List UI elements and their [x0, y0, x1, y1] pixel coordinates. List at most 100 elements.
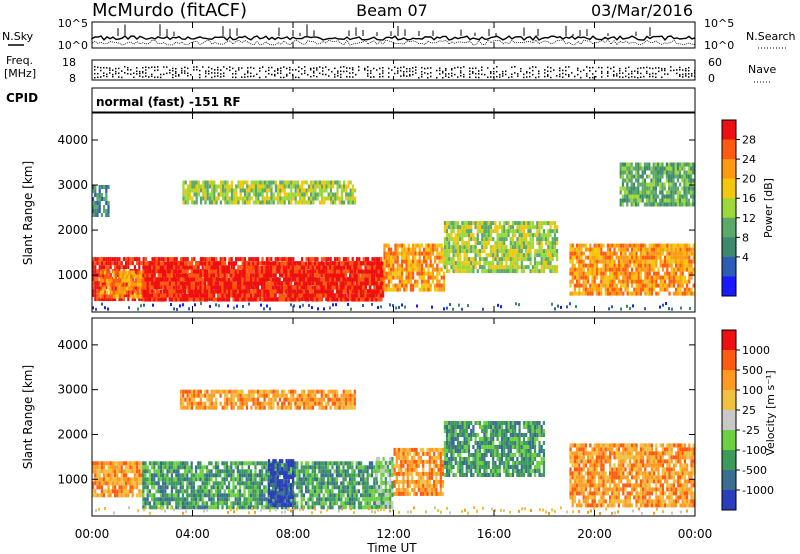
heatmap-cell	[643, 170, 646, 175]
heatmap-cell	[622, 255, 625, 260]
heatmap-cell	[630, 194, 633, 199]
heatmap-cell	[201, 297, 204, 302]
heatmap-cell	[235, 184, 238, 189]
heatmap-cell	[438, 267, 441, 272]
heatmap-cell	[302, 277, 305, 282]
heatmap-cell	[611, 267, 614, 272]
freq-dot	[502, 70, 504, 73]
heatmap-cell	[613, 283, 616, 288]
heatmap-cell	[283, 289, 286, 294]
heatmap-cell	[197, 285, 200, 290]
heatmap-cell	[675, 267, 678, 272]
heatmap-cell	[665, 174, 668, 179]
heatmap-cell	[182, 265, 185, 270]
freq-dot	[334, 76, 336, 78]
heatmap-cell	[203, 281, 206, 286]
heatmap-cell	[522, 221, 526, 226]
heatmap-cell	[606, 251, 609, 256]
heatmap-cell	[349, 261, 352, 266]
heatmap-cell	[139, 290, 142, 295]
heatmap-cell	[263, 261, 266, 266]
heatmap-cell	[542, 253, 545, 258]
heatmap-cell	[146, 265, 149, 270]
heatmap-cell	[650, 267, 653, 272]
heatmap-cell	[387, 271, 390, 276]
heatmap-cell	[247, 285, 250, 290]
heatmap-cell	[325, 196, 328, 201]
heatmap-cell	[272, 200, 275, 205]
heatmap-cell	[237, 257, 240, 262]
freq-dot	[664, 67, 666, 70]
heatmap-cell	[268, 277, 271, 282]
heatmap-cell	[620, 255, 623, 260]
heatmap-cell	[635, 166, 638, 171]
heatmap-cell	[138, 257, 141, 262]
heatmap-cell	[383, 275, 386, 280]
heatmap-cell	[291, 289, 294, 294]
heatmap-cell	[192, 273, 195, 278]
heatmap-cell	[538, 245, 541, 250]
heatmap-cell	[383, 279, 386, 284]
heatmap-cell	[611, 279, 614, 284]
heatmap-cell	[420, 263, 423, 268]
heatmap-cell	[296, 269, 299, 274]
heatmap-cell	[440, 283, 443, 288]
heatmap-cell	[261, 180, 264, 185]
heatmap-cell	[283, 293, 286, 298]
heatmap-cell	[92, 269, 95, 274]
heatmap-cell	[409, 283, 412, 288]
heatmap-cell	[642, 267, 645, 272]
heatmap-cell	[593, 259, 596, 264]
heatmap-cell	[222, 188, 225, 193]
heatmap-cell	[654, 202, 657, 207]
heatmap-cell	[534, 249, 537, 254]
heatmap-cell	[164, 257, 167, 262]
heatmap-cell	[217, 293, 220, 298]
freq-dot	[403, 73, 405, 75]
heatmap-cell	[648, 202, 651, 207]
freq-dot	[622, 72, 624, 74]
heatmap-cell	[313, 289, 316, 294]
freq-dot	[406, 67, 408, 70]
heatmap-cell	[158, 293, 161, 298]
heatmap-cell	[259, 261, 262, 266]
heatmap-cell	[206, 265, 209, 270]
heatmap-cell	[294, 184, 297, 189]
heatmap-cell	[186, 257, 189, 262]
freq-dot	[538, 76, 540, 78]
heatmap-cell	[617, 243, 620, 248]
heatmap-cell	[542, 229, 545, 234]
heatmap-cell	[256, 261, 259, 266]
heatmap-cell	[277, 188, 280, 193]
heatmap-cell	[633, 243, 636, 248]
heatmap-cell	[158, 281, 161, 286]
heatmap-cell	[362, 289, 365, 294]
heatmap-cell	[219, 281, 222, 286]
heatmap-cell	[456, 237, 460, 242]
heatmap-cell	[576, 267, 579, 272]
heatmap-cell	[507, 229, 510, 234]
heatmap-cell	[353, 277, 356, 282]
heatmap-cell	[665, 194, 668, 199]
heatmap-cell	[162, 273, 165, 278]
heatmap-cell	[668, 182, 671, 187]
heatmap-cell	[100, 185, 103, 189]
heatmap-cell	[664, 255, 667, 260]
freq-dot	[316, 75, 318, 78]
heatmap-cell	[382, 269, 385, 274]
heatmap-cell	[164, 293, 167, 298]
heatmap-cell	[551, 241, 554, 246]
heatmap-cell	[320, 273, 323, 278]
heatmap-cell	[626, 291, 629, 296]
heatmap-cell	[118, 257, 121, 262]
heatmap-cell	[346, 285, 349, 290]
heatmap-cell	[540, 221, 543, 226]
freq-dot	[607, 75, 609, 77]
heatmap-cell	[230, 257, 233, 262]
heatmap-cell	[677, 259, 680, 264]
heatmap-cell	[181, 293, 184, 298]
freq-dot	[382, 67, 384, 69]
heatmap-cell	[327, 285, 330, 290]
heatmap-cell	[681, 283, 684, 288]
heatmap-cell	[285, 273, 288, 278]
